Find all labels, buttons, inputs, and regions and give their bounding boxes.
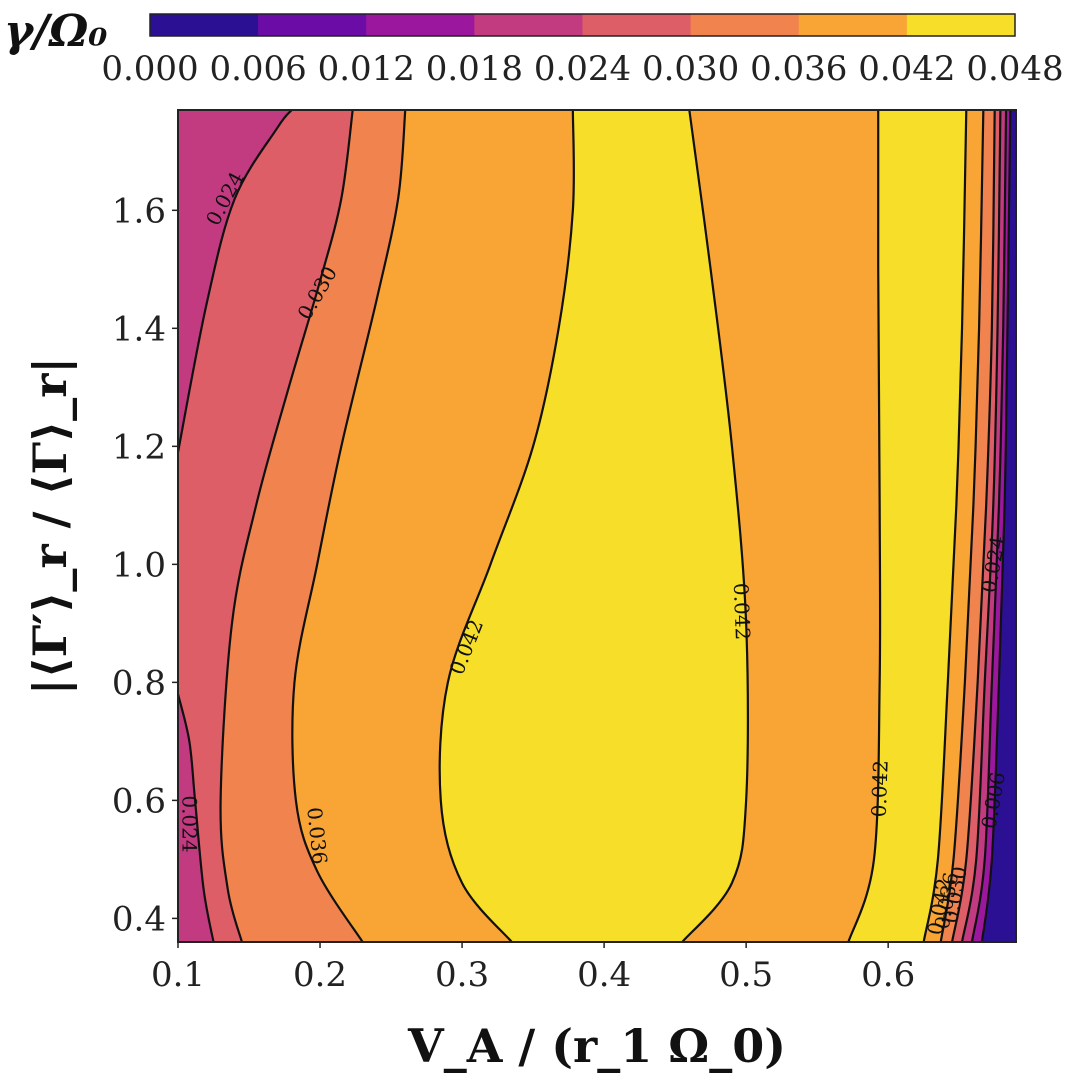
contour-line (438, 110, 575, 942)
colorbar-tick-label: 0.036 (750, 49, 847, 89)
contour-lines (178, 110, 1012, 942)
y-axis-label: |⟨Γ′⟩_r / ⟨Γ⟩_r| (23, 357, 77, 695)
plot-frame (177, 109, 1017, 943)
colorbar-segment (474, 14, 583, 36)
contour-line (960, 110, 1002, 942)
contour-line (951, 110, 996, 942)
x-tick-label: 0.6 (861, 955, 915, 995)
colorbar-segment (150, 14, 259, 36)
x-tick-label: 0.4 (577, 955, 631, 995)
colorbar (149, 13, 1016, 37)
x-axis-label: V_A / (r_1 Ω_0) (407, 1019, 786, 1073)
colorbar-segment (690, 14, 800, 36)
contour-line (847, 110, 882, 942)
contour-line (178, 110, 293, 453)
contour-line (178, 693, 215, 942)
y-tick-label: 1.4 (112, 309, 166, 349)
colorbar-segment (582, 14, 692, 36)
colorbar-ticks: 0.000 0.006 0.012 0.018 0.024 0.030 0.036 0.042… (101, 49, 1063, 89)
colorbar-segment (258, 14, 367, 36)
colorbar-tick-label: 0.042 (858, 49, 955, 89)
contour-line (980, 110, 1012, 942)
colorbar-tick-label: 0.048 (966, 49, 1063, 89)
colorbar-tick-label: 0.012 (318, 49, 415, 89)
x-tick-label: 0.1 (151, 955, 205, 995)
colorbar-tick-label: 0.030 (642, 49, 739, 89)
contour-line (219, 110, 354, 942)
y-tick-label: 1.0 (112, 545, 166, 585)
contour-label: 0.042 (867, 760, 893, 818)
x-tick-label: 0.2 (293, 955, 347, 995)
contour-bands (178, 110, 1016, 942)
colorbar-segment (798, 14, 908, 36)
contour-label: 0.024 (177, 795, 201, 852)
contour-line (681, 110, 750, 942)
y-axis-ticks: 0.4 0.6 0.8 1.0 1.2 1.4 1.6 (112, 191, 178, 939)
contour-line (291, 110, 407, 942)
contour-line (970, 110, 1008, 942)
contour-band (981, 110, 1016, 942)
y-tick-label: 0.8 (112, 663, 166, 703)
colorbar-segment (906, 14, 1016, 36)
y-tick-label: 0.6 (112, 781, 166, 821)
colorbar-tick-label: 0.024 (534, 49, 631, 89)
colorbar-tick-label: 0.000 (101, 49, 198, 89)
colorbar-label: γ/Ω₀ (4, 6, 108, 57)
contour-label: 0.042 (729, 583, 755, 641)
colorbar-segment (366, 14, 475, 36)
colorbar-frame (149, 13, 1016, 37)
x-axis-ticks: 0.1 0.2 0.3 0.4 0.5 0.6 (151, 942, 915, 995)
y-tick-label: 1.6 (112, 191, 166, 231)
y-tick-label: 0.4 (112, 899, 166, 939)
y-tick-label: 1.2 (112, 427, 166, 467)
x-tick-label: 0.5 (719, 955, 773, 995)
x-tick-label: 0.3 (435, 955, 489, 995)
contour-line (922, 110, 968, 942)
contour-label: 0.036 (302, 806, 332, 865)
colorbar-tick-label: 0.006 (209, 49, 306, 89)
contour-line (939, 110, 985, 942)
colorbar-tick-label: 0.018 (426, 49, 523, 89)
